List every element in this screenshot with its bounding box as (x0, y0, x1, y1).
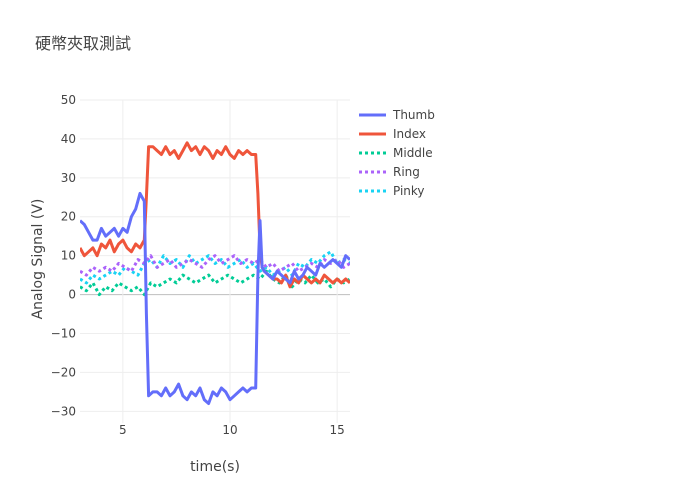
series-line-pinky (80, 250, 350, 285)
legend-label: Index (393, 127, 426, 141)
y-tick-label: 10 (61, 249, 76, 263)
plot-area (80, 141, 350, 405)
y-tick-label: 50 (61, 93, 76, 107)
legend[interactable]: Thumb Index Middle Ring Pinky (359, 108, 435, 198)
series-line-ring (80, 254, 350, 277)
legend-item-middle[interactable]: Middle (359, 146, 433, 160)
legend-label: Middle (393, 146, 433, 160)
x-axis-label: time(s) (190, 459, 240, 475)
series-line-thumb (80, 191, 350, 405)
chart-title: 硬幣夾取測試 (35, 34, 131, 53)
y-tick-label: 20 (61, 210, 76, 224)
legend-item-thumb[interactable]: Thumb (359, 108, 435, 122)
y-tick-label: −20 (51, 365, 76, 379)
y-tick-label: −10 (51, 326, 76, 340)
legend-label: Thumb (392, 108, 435, 122)
x-tick-label: 15 (330, 423, 345, 437)
x-tick-label: 5 (119, 423, 127, 437)
series-line-middle (80, 269, 350, 297)
series-group (80, 141, 350, 405)
legend-label: Ring (393, 165, 420, 179)
legend-label: Pinky (393, 184, 425, 198)
x-tick-label: 10 (222, 423, 237, 437)
y-tick-label: −30 (51, 404, 76, 418)
legend-item-ring[interactable]: Ring (359, 165, 420, 179)
axis-ticks: −30 −20 −10 0 10 20 30 40 50 5 10 15 (51, 93, 345, 437)
y-axis-label: Analog Signal (V) (30, 199, 46, 320)
legend-item-pinky[interactable]: Pinky (359, 184, 425, 198)
y-tick-label: 40 (61, 132, 76, 146)
legend-item-index[interactable]: Index (359, 127, 426, 141)
y-tick-label: 0 (68, 288, 76, 302)
y-tick-label: 30 (61, 171, 76, 185)
